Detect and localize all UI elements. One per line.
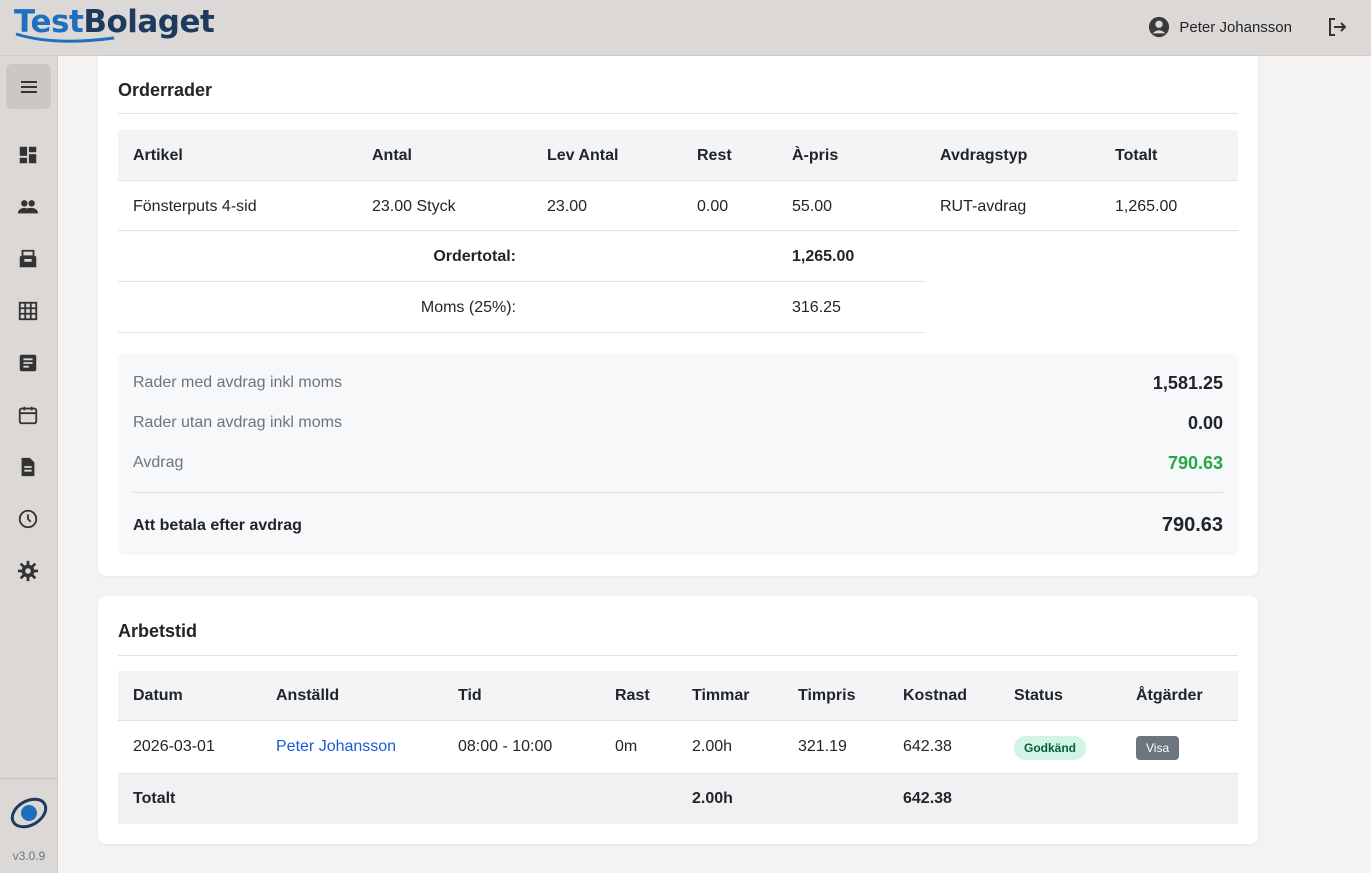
moms-value: 316.25	[792, 299, 841, 316]
row-divider	[118, 332, 925, 333]
col-datum: Datum	[133, 687, 183, 704]
avdrag-value: 790.63	[1167, 453, 1223, 473]
cell-a-pris: 55.00	[792, 198, 833, 215]
document-icon	[19, 354, 37, 372]
logout-button[interactable]	[1325, 15, 1349, 39]
inbox-icon	[19, 249, 37, 268]
col-lev-antal: Lev Antal	[547, 147, 619, 164]
row-divider	[118, 230, 1238, 231]
orderrader-card: Orderrader Artikel Antal Lev Antal Rest …	[98, 56, 1258, 576]
sidebar-footer: v3.0.9	[0, 778, 58, 873]
sidebar-item-documents[interactable]	[16, 351, 40, 375]
cell-datum: 2026-03-01	[133, 738, 215, 755]
gear-icon	[17, 560, 39, 582]
view-button[interactable]: Visa	[1136, 736, 1180, 760]
menu-toggle-button[interactable]	[6, 64, 51, 109]
rader-utan-label: Rader utan avdrag inkl moms	[133, 414, 342, 431]
divider	[118, 113, 1238, 114]
col-avdragstyp: Avdragstyp	[940, 147, 1028, 164]
col-anstalld: Anställd	[276, 687, 340, 704]
calendar-icon	[18, 406, 38, 425]
rader-med-value: 1,581.25	[1152, 373, 1223, 393]
order-table: Artikel Antal Lev Antal Rest À-pris Avdr…	[118, 130, 1238, 333]
employee-link[interactable]: Peter Johansson	[276, 738, 397, 755]
col-timmar: Timmar	[692, 687, 750, 704]
file-icon	[21, 457, 35, 477]
sidebar-item-settings[interactable]	[16, 559, 40, 583]
user-name: Peter Johansson	[1179, 18, 1292, 36]
total-row: Totalt 2.00h 642.38	[118, 774, 1238, 824]
time-table: Datum Anställd Tid Rast Timmar Timpris K…	[118, 671, 1238, 824]
sidebar-item-calendar[interactable]	[16, 403, 40, 427]
att-betala-label: Att betala efter avdrag	[133, 517, 302, 534]
sidebar-item-dashboard[interactable]	[16, 143, 40, 167]
logout-icon	[1329, 18, 1347, 36]
cell-tid: 08:00 - 10:00	[458, 738, 553, 755]
orderrader-title: Orderrader	[118, 80, 213, 100]
brand-logo-icon	[10, 797, 48, 829]
cell-antal: 23.00 Styck	[372, 198, 456, 215]
clock-icon	[18, 509, 38, 529]
total-timmar: 2.00h	[692, 790, 733, 807]
divider	[118, 655, 1238, 656]
cell-lev-antal: 23.00	[547, 198, 588, 215]
time-table-header: Datum Anställd Tid Rast Timmar Timpris K…	[118, 671, 1238, 721]
col-a-pris: À-pris	[792, 147, 839, 164]
grid-icon	[18, 301, 38, 321]
sidebar-item-time[interactable]	[16, 507, 40, 531]
ordertotal-value: 1,265.00	[792, 248, 855, 265]
hamburger-icon	[20, 80, 37, 93]
rader-med-label: Rader med avdrag inkl moms	[133, 374, 342, 391]
cell-totalt: 1,265.00	[1115, 198, 1178, 215]
col-rest: Rest	[697, 147, 732, 164]
app-version: v3.0.9	[12, 849, 46, 863]
cell-artikel: Fönsterputs 4-sid	[133, 198, 257, 215]
col-artikel: Artikel	[133, 147, 183, 164]
col-tid: Tid	[458, 687, 482, 704]
col-status: Status	[1014, 687, 1063, 704]
col-atgarder: Åtgärder	[1136, 687, 1203, 704]
moms-label: Moms (25%):	[420, 299, 516, 316]
cell-timpris: 321.19	[798, 738, 847, 755]
sidebar-item-grid[interactable]	[16, 299, 40, 323]
total-kostnad: 642.38	[903, 790, 952, 807]
row-divider	[118, 773, 1238, 774]
ordertotal-label: Ordertotal:	[433, 248, 516, 265]
row-divider	[118, 281, 925, 282]
logo-swoosh-icon	[15, 32, 115, 43]
sidebar-item-files[interactable]	[16, 455, 40, 479]
col-totalt: Totalt	[1115, 147, 1158, 164]
top-bar: TestBolaget Peter Johansson	[0, 0, 1371, 56]
people-icon	[17, 200, 39, 214]
col-rast: Rast	[615, 687, 650, 704]
avdrag-label: Avdrag	[133, 454, 184, 471]
cell-rast: 0m	[615, 738, 638, 755]
app-logo[interactable]: TestBolaget	[14, 4, 215, 40]
arbetstid-title: Arbetstid	[118, 621, 198, 641]
cell-kostnad: 642.38	[903, 738, 952, 755]
deduction-summary: Rader med avdrag inkl moms 1,581.25 Rade…	[118, 354, 1238, 555]
user-avatar-icon	[1149, 16, 1170, 38]
status-badge: Godkänd	[1014, 736, 1087, 760]
user-menu[interactable]: Peter Johansson	[1148, 15, 1292, 39]
cell-timmar: 2.00h	[692, 738, 733, 755]
dashboard-icon	[19, 146, 37, 164]
sidebar-item-customers[interactable]	[16, 195, 40, 219]
rader-utan-value: 0.00	[1187, 413, 1223, 433]
total-label: Totalt	[133, 790, 176, 807]
col-kostnad: Kostnad	[903, 687, 967, 704]
cell-rest: 0.00	[697, 198, 729, 215]
summary-divider	[133, 492, 1223, 493]
col-antal: Antal	[372, 147, 412, 164]
col-timpris: Timpris	[798, 687, 856, 704]
order-table-header: Artikel Antal Lev Antal Rest À-pris Avdr…	[118, 130, 1238, 181]
cell-avdragstyp: RUT-avdrag	[940, 198, 1027, 215]
att-betala-value: 790.63	[1161, 514, 1223, 536]
sidebar: v3.0.9	[0, 56, 58, 873]
arbetstid-card: Arbetstid Datum Anställd Tid Rast Timmar…	[98, 596, 1258, 844]
sidebar-item-orders[interactable]	[16, 247, 40, 271]
